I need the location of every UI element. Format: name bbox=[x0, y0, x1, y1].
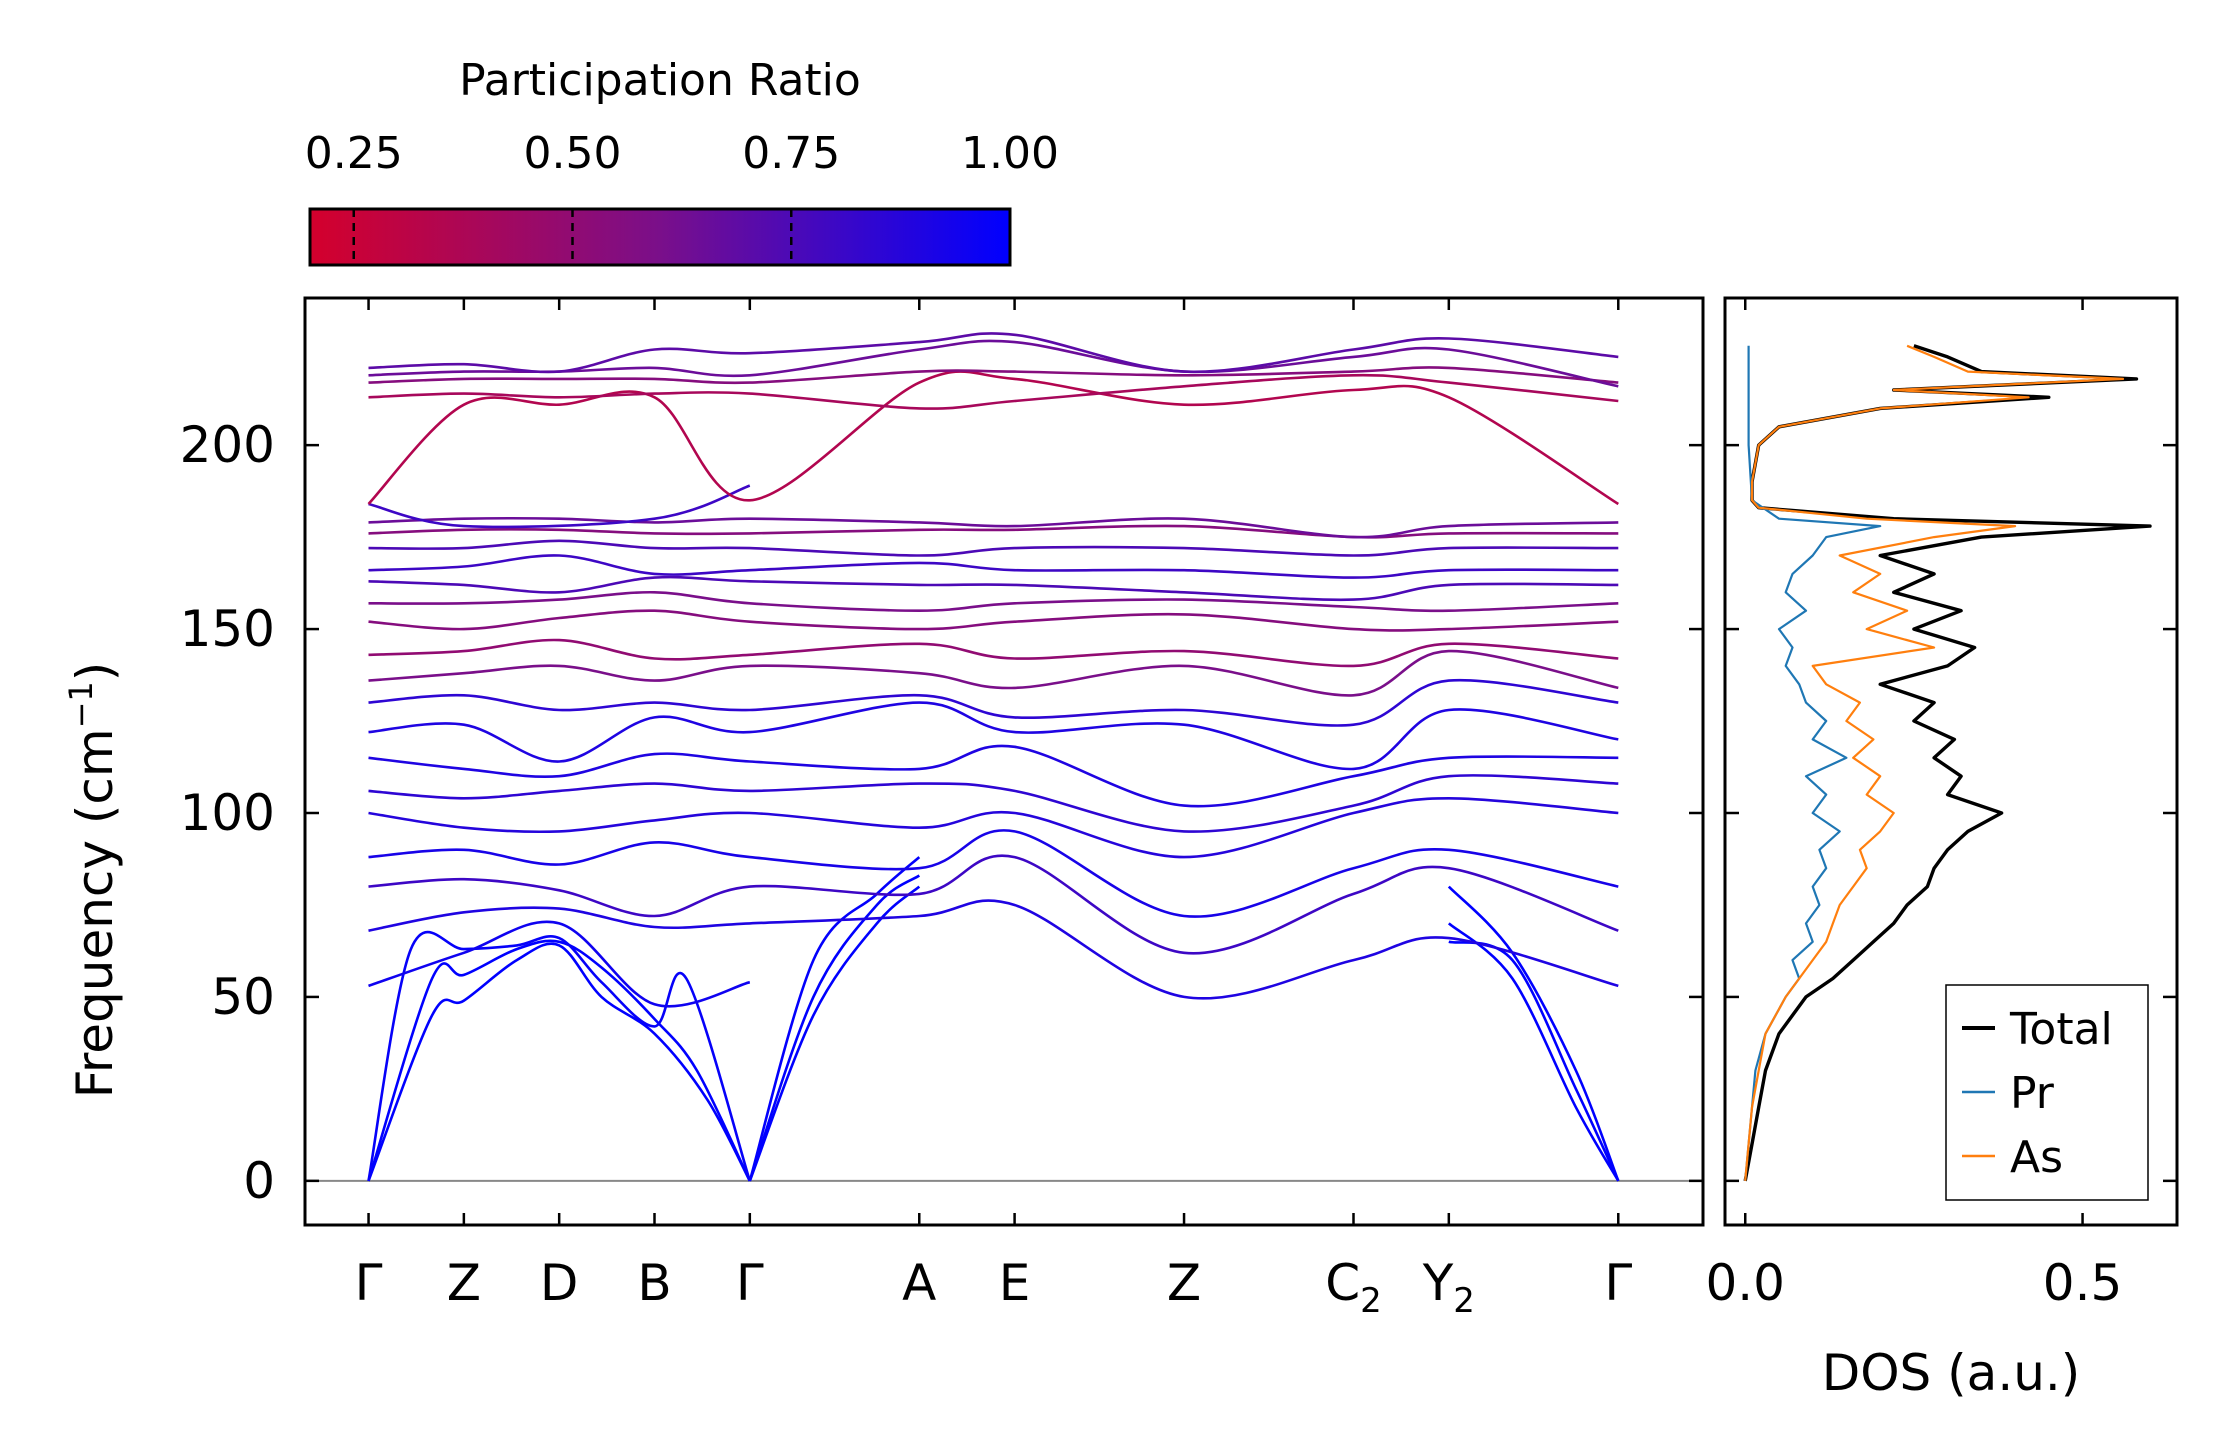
frequency-axis-label: Frequency (cm−1) bbox=[62, 662, 124, 1099]
frequency-axis-ticks: 0 50 100 150 200 bbox=[180, 416, 1703, 1210]
kpoint-label: Γ bbox=[355, 1254, 383, 1312]
band-structure-panel: 0 50 100 150 200 Γ Z D B Γ A E Z C2 Y2 Γ Frequency (cm… bbox=[62, 296, 1705, 1321]
band-band-157 bbox=[368, 590, 1619, 613]
y-tick-label: 50 bbox=[211, 968, 275, 1026]
band-acoustic-3 bbox=[367, 930, 752, 1182]
kpoint-label: Z bbox=[1167, 1254, 1201, 1312]
band-band-130 bbox=[368, 678, 1619, 727]
band-band-100 bbox=[368, 797, 1619, 859]
dos-axis-ticks: 0.0 0.5 bbox=[1705, 298, 2122, 1312]
dos-legend: Total Pr As bbox=[1945, 984, 2149, 1201]
band-band-172 bbox=[368, 539, 1619, 557]
kpoint-label: Γ bbox=[1604, 1254, 1632, 1312]
dos-curve-as bbox=[1744, 344, 2125, 1182]
band-acoustic-4 bbox=[748, 874, 921, 1182]
kpoint-label: A bbox=[902, 1254, 936, 1312]
band-acoustic-2 bbox=[367, 939, 751, 1182]
band-band-106 bbox=[368, 774, 1619, 833]
band-band-53 bbox=[368, 920, 751, 1008]
legend-label-as: As bbox=[2010, 1132, 2063, 1183]
y-tick-label: 100 bbox=[180, 784, 275, 842]
dos-curves bbox=[1743, 344, 2152, 1182]
band-band-176 bbox=[368, 524, 1619, 539]
colorbar-tick-label: 1.00 bbox=[961, 128, 1059, 179]
kpoint-label: C2 bbox=[1325, 1254, 1382, 1321]
colorbar: Participation Ratio 0.25 0.50 0.75 1.00 bbox=[305, 55, 1059, 267]
band-acoustic-9 bbox=[1447, 885, 1620, 1182]
band-band-179 bbox=[368, 516, 1619, 539]
band-band-80 bbox=[368, 854, 1619, 955]
dos-frequency-ticks bbox=[1725, 443, 2177, 1183]
kpoint-label: Y2 bbox=[1422, 1254, 1475, 1321]
band-band-183 bbox=[368, 484, 751, 529]
band-band-221 bbox=[368, 332, 1619, 374]
y-tick-label: 0 bbox=[243, 1152, 275, 1210]
band-acoustic-8 bbox=[1447, 922, 1620, 1182]
colorbar-tick-label: 0.50 bbox=[524, 128, 622, 179]
band-acoustic-5 bbox=[748, 885, 921, 1182]
band-acoustic-6 bbox=[748, 856, 921, 1182]
band-band-115 bbox=[368, 744, 1619, 808]
band-band-217 bbox=[368, 366, 1619, 385]
legend-label-total: Total bbox=[2009, 1004, 2113, 1055]
band-band-136 bbox=[368, 649, 1619, 697]
band-band-163 bbox=[368, 575, 1619, 602]
kpoint-label: D bbox=[540, 1254, 579, 1312]
band-band-143 bbox=[368, 638, 1619, 668]
band-band-68 bbox=[368, 899, 1619, 1000]
kpoint-label: E bbox=[999, 1254, 1031, 1312]
band-band-213 bbox=[368, 373, 1619, 410]
band-band-166 bbox=[368, 554, 1619, 579]
colorbar-tick-label: 0.25 bbox=[305, 128, 403, 179]
y-tick-label: 200 bbox=[180, 416, 275, 474]
dos-panel: 0.0 0.5 DOS (a.u.) Total Pr As bbox=[1705, 296, 2179, 1402]
colorbar-gradient bbox=[308, 207, 1012, 267]
y-tick-label: 150 bbox=[180, 600, 275, 658]
band-band-88 bbox=[368, 829, 1619, 918]
legend-label-pr: Pr bbox=[2010, 1068, 2055, 1119]
band-band-152 bbox=[368, 609, 1619, 632]
band-band-211 bbox=[367, 370, 1619, 506]
dos-x-tick-label: 0.0 bbox=[1705, 1254, 1785, 1312]
kpoint-label: B bbox=[637, 1254, 671, 1312]
dos-x-tick-label: 0.5 bbox=[2043, 1254, 2123, 1312]
dos-axis-label: DOS (a.u.) bbox=[1822, 1344, 2081, 1402]
band-band-122 bbox=[368, 701, 1619, 771]
colorbar-tick-labels: 0.25 0.50 0.75 1.00 bbox=[305, 128, 1059, 179]
kpoint-label: Z bbox=[447, 1254, 481, 1312]
dos-axes-frame bbox=[1723, 296, 2179, 1227]
kpoint-label: Γ bbox=[736, 1254, 764, 1312]
colorbar-tick-label: 0.75 bbox=[742, 128, 840, 179]
phonon-bands bbox=[367, 332, 1620, 1182]
colorbar-ticks bbox=[352, 209, 793, 265]
colorbar-title: Participation Ratio bbox=[459, 55, 861, 106]
band-axes-frame bbox=[303, 296, 1705, 1227]
band-acoustic-1 bbox=[367, 942, 751, 1182]
kpath-axis-ticks: Γ Z D B Γ A E Z C2 Y2 Γ bbox=[355, 298, 1632, 1321]
